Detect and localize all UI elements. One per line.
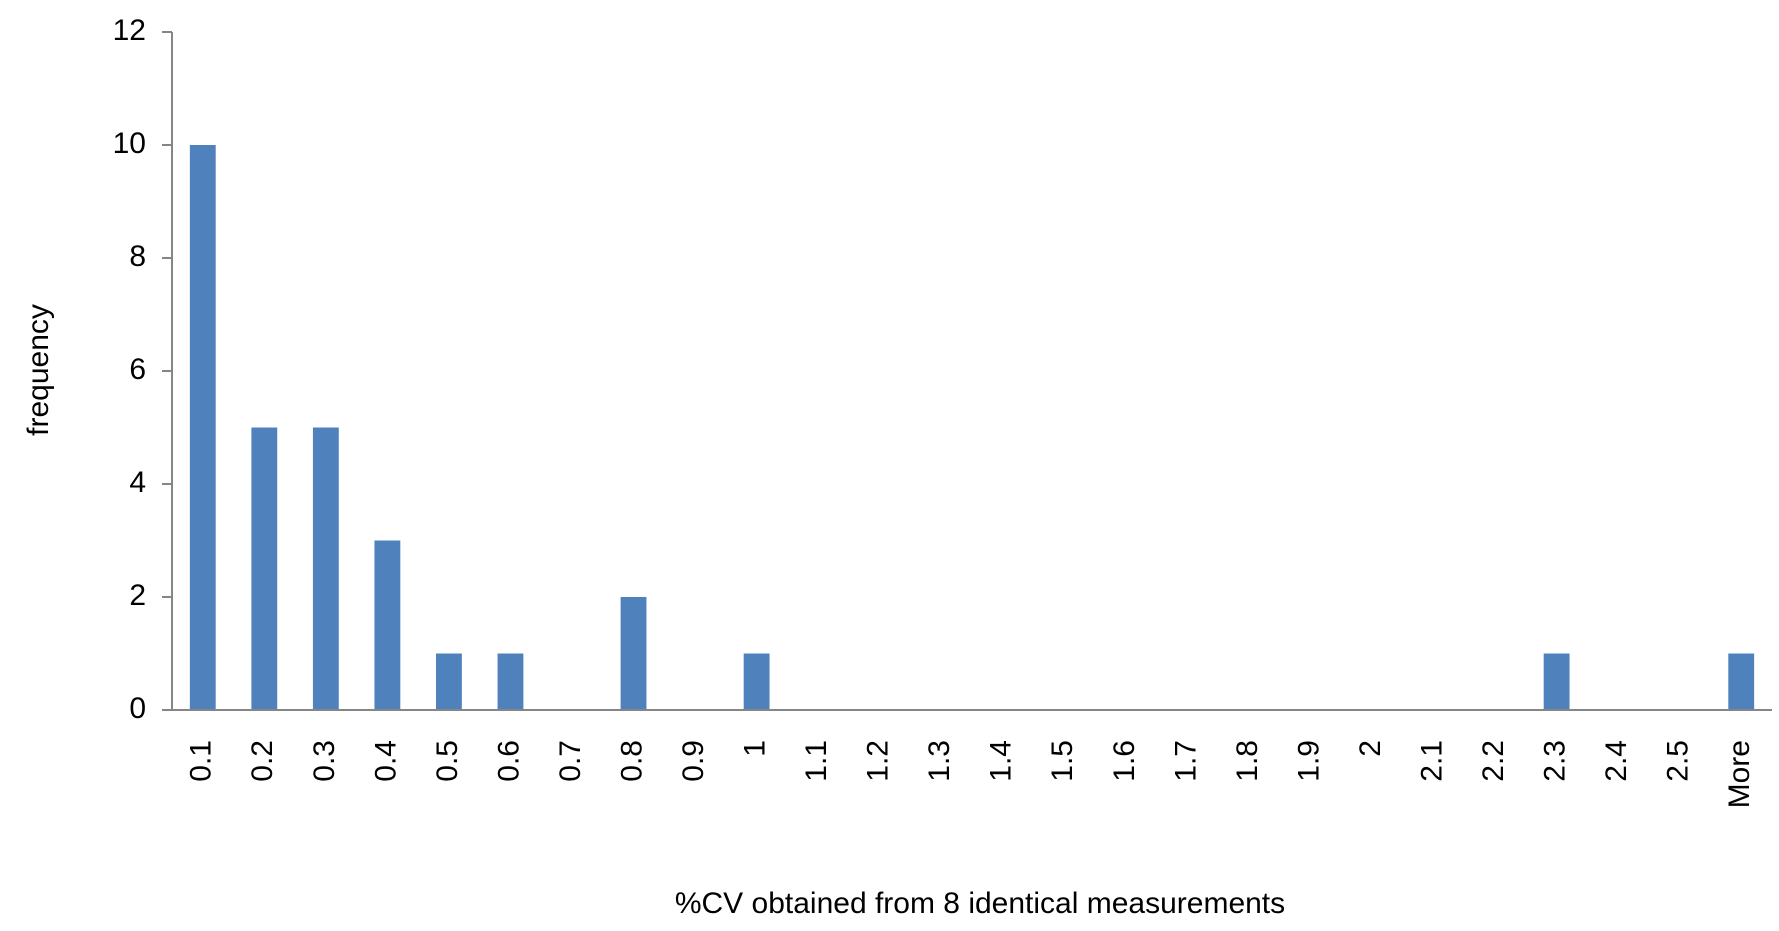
x-tick-label: 2	[1354, 740, 1387, 757]
x-tick-label: 1.6	[1108, 740, 1141, 782]
bar	[1543, 653, 1570, 710]
y-axis-label: frequency	[22, 304, 55, 436]
y-tick-label: 12	[113, 14, 146, 47]
x-tick-label: 1.4	[985, 740, 1018, 782]
x-tick-label: 2.3	[1539, 740, 1572, 782]
bar	[251, 427, 278, 710]
bar	[620, 597, 647, 710]
x-tick-label: 0.4	[369, 740, 402, 782]
x-tick-label: 0.2	[246, 740, 279, 782]
x-tick-label: 2.2	[1477, 740, 1510, 782]
x-tick-label: 1.3	[923, 740, 956, 782]
x-tick-label: 0.1	[185, 740, 218, 782]
x-tick-label: 0.8	[615, 740, 648, 782]
bar	[497, 653, 524, 710]
y-tick-label: 2	[129, 579, 146, 612]
bar	[743, 653, 770, 710]
x-tick-label: 0.5	[431, 740, 464, 782]
bar	[436, 653, 462, 710]
x-tick-label: 0.9	[677, 740, 710, 782]
bar	[312, 427, 339, 710]
x-tick-label: 0.3	[308, 740, 341, 782]
x-tick-label: 2.4	[1600, 740, 1633, 782]
bar	[374, 540, 401, 710]
x-axis-label: %CV obtained from 8 identical measuremen…	[675, 887, 1285, 920]
y-tick-label: 6	[129, 353, 146, 386]
x-tick-label: 1.2	[862, 740, 895, 782]
y-tick-label: 8	[129, 240, 146, 273]
x-tick-label: 1.1	[800, 740, 833, 782]
x-tick-label: 1	[739, 740, 772, 757]
x-tick-label: 1.8	[1231, 740, 1264, 782]
x-tick-label: 2.5	[1662, 740, 1695, 782]
x-tick-label: 2.1	[1415, 740, 1448, 782]
y-tick-label: 0	[129, 692, 146, 725]
bar	[189, 145, 216, 710]
y-tick-label: 10	[113, 127, 146, 160]
bar	[1728, 653, 1755, 710]
x-tick-label: 1.7	[1169, 740, 1202, 782]
x-tick-label: 1.9	[1292, 740, 1325, 782]
y-tick-label: 4	[129, 466, 146, 499]
x-tick-label: 0.7	[554, 740, 587, 782]
x-tick-label: 0.6	[492, 740, 525, 782]
x-tick-label: 1.5	[1046, 740, 1079, 782]
x-tick-label: More	[1723, 740, 1756, 808]
